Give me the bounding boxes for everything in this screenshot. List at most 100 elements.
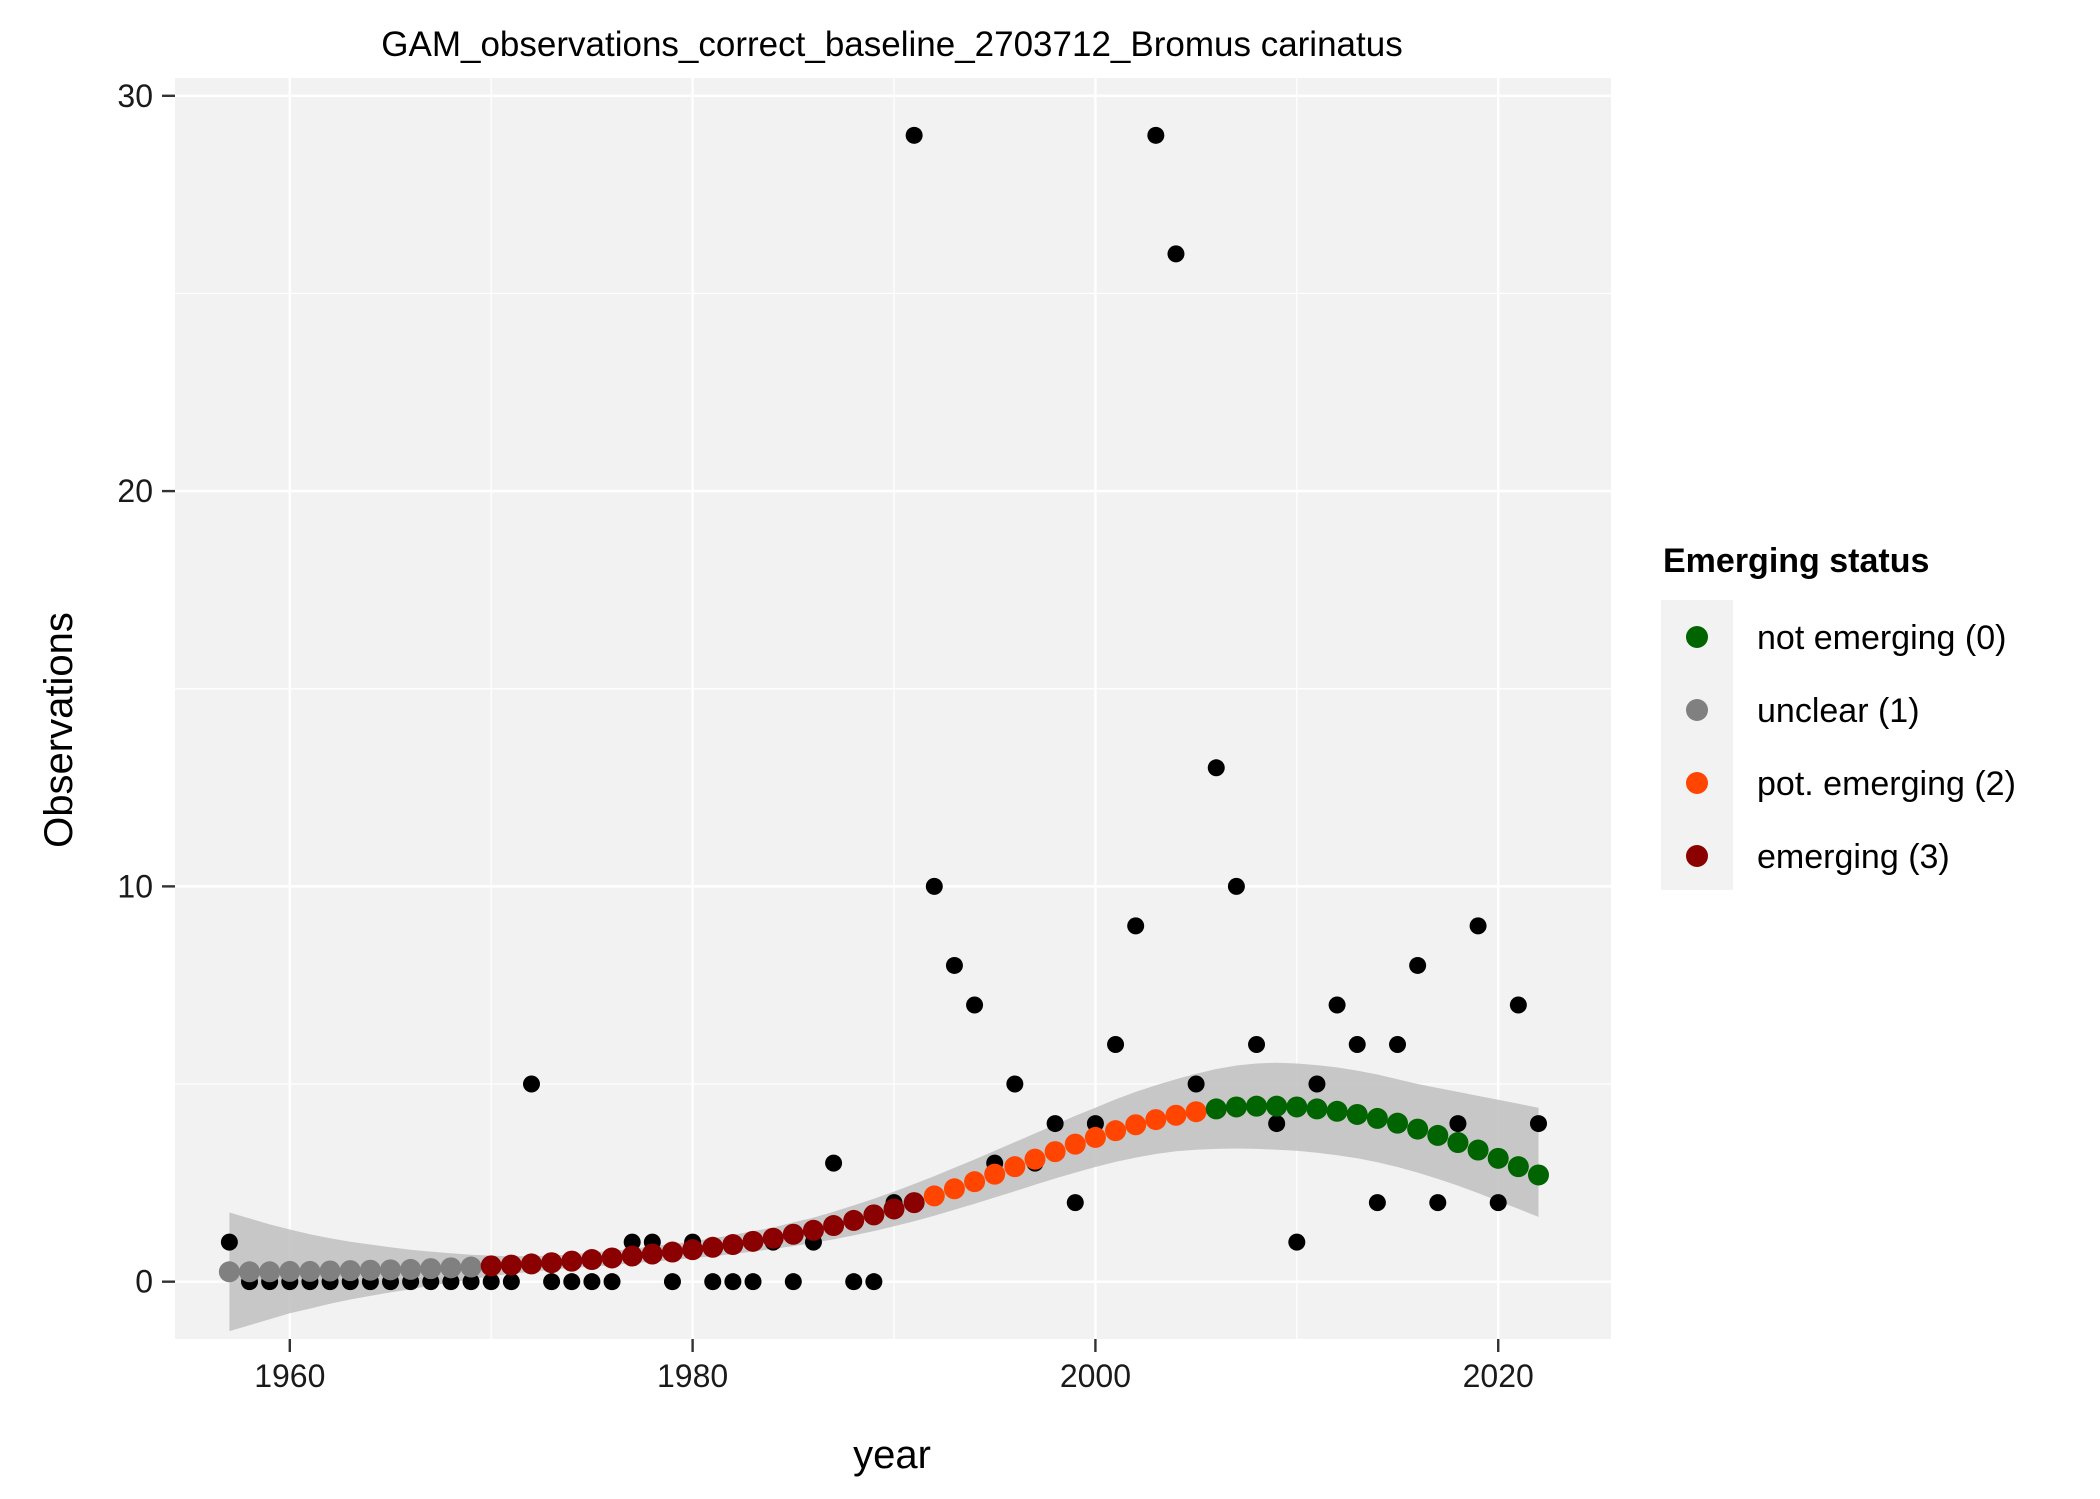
observed-point [502, 1273, 520, 1291]
fitted-point [239, 1261, 261, 1283]
legend-title: Emerging status [1663, 542, 1929, 580]
fitted-point [984, 1163, 1006, 1185]
observed-point [1248, 1036, 1266, 1054]
legend-label: emerging (3) [1757, 838, 1950, 876]
legend-label: unclear (1) [1757, 692, 1920, 730]
fitted-point [1346, 1103, 1368, 1125]
legend: Emerging status not emerging (0) unclear … [1661, 542, 2016, 890]
fitted-point [1527, 1164, 1549, 1186]
fitted-point [380, 1259, 402, 1281]
observed-point [663, 1273, 681, 1291]
observed-point [462, 1273, 480, 1291]
y-tick-label: 10 [117, 868, 153, 904]
fitted-point [359, 1259, 381, 1281]
observed-point [865, 1273, 883, 1291]
fitted-point [218, 1261, 240, 1283]
fitted-point [1306, 1098, 1328, 1120]
x-tick-label: 1980 [657, 1358, 728, 1394]
y-tick-label: 0 [135, 1264, 153, 1300]
legend-key [1686, 772, 1708, 794]
fitted-point [1507, 1156, 1529, 1178]
fitted-point [299, 1260, 321, 1282]
fitted-point [1407, 1118, 1429, 1140]
observed-point [522, 1075, 540, 1093]
observed-point [1046, 1115, 1064, 1133]
legend-key [1686, 845, 1708, 867]
observed-point [1489, 1194, 1507, 1212]
legend-label: pot. emerging (2) [1757, 765, 2016, 803]
observed-point [1006, 1075, 1024, 1093]
x-tick-label: 2020 [1463, 1358, 1534, 1394]
fitted-point [641, 1243, 663, 1265]
fitted-point [1286, 1096, 1308, 1118]
observed-point [1207, 759, 1225, 777]
observed-point [1469, 917, 1487, 935]
observed-point [1368, 1194, 1386, 1212]
fitted-point [782, 1223, 804, 1245]
observed-point [704, 1273, 722, 1291]
fitted-point [1145, 1109, 1167, 1131]
fitted-point [1326, 1100, 1348, 1122]
observed-point [1308, 1075, 1326, 1093]
fitted-point [661, 1241, 683, 1263]
observed-point [1268, 1115, 1286, 1133]
observed-point [724, 1273, 742, 1291]
fitted-point [259, 1261, 281, 1283]
fitted-point [1467, 1139, 1489, 1161]
fitted-point [601, 1247, 623, 1269]
observed-point [583, 1273, 601, 1291]
y-axis-title: Observations [37, 612, 81, 848]
fitted-point [279, 1260, 301, 1282]
fitted-point [480, 1255, 502, 1277]
fitted-point [1165, 1104, 1187, 1126]
fitted-point [319, 1260, 341, 1282]
observed-point [1409, 956, 1427, 974]
fitted-point [1225, 1096, 1247, 1118]
observed-point [925, 877, 943, 895]
fitted-point [520, 1253, 542, 1275]
legend-key-background [1661, 600, 1733, 890]
observed-point [1449, 1115, 1467, 1133]
fitted-point [964, 1171, 986, 1193]
observed-point [603, 1273, 621, 1291]
observed-point [543, 1273, 561, 1291]
x-tick-label: 1960 [254, 1358, 325, 1394]
fitted-point [1044, 1141, 1066, 1163]
fitted-point [1185, 1101, 1207, 1123]
observed-point [1107, 1036, 1125, 1054]
observed-point [1288, 1233, 1306, 1251]
x-axis-title: year [853, 1433, 931, 1477]
fitted-point [762, 1227, 784, 1249]
fitted-point [440, 1257, 462, 1279]
fitted-point [1125, 1114, 1147, 1136]
fitted-point [420, 1258, 442, 1280]
legend-key [1686, 626, 1708, 648]
observed-point [1529, 1115, 1547, 1133]
fitted-point [943, 1178, 965, 1200]
fitted-point [1004, 1156, 1026, 1178]
fitted-point [1246, 1095, 1268, 1117]
fitted-points [218, 1095, 1549, 1283]
observed-point [1066, 1194, 1084, 1212]
observed-point [945, 956, 963, 974]
fitted-point [1064, 1133, 1086, 1155]
fitted-point [1487, 1147, 1509, 1169]
fitted-point [1105, 1120, 1127, 1142]
observed-point [825, 1154, 843, 1172]
y-tick-label: 20 [117, 473, 153, 509]
fitted-point [802, 1219, 824, 1241]
chart-title: GAM_observations_correct_baseline_270371… [381, 25, 1402, 64]
observed-point [563, 1273, 581, 1291]
fitted-point [863, 1204, 885, 1226]
fitted-point [500, 1254, 522, 1276]
fitted-point [923, 1185, 945, 1207]
fitted-point [581, 1249, 603, 1271]
fitted-point [1427, 1124, 1449, 1146]
fitted-point [883, 1198, 905, 1220]
observed-point [1509, 996, 1527, 1014]
observed-point [1187, 1075, 1205, 1093]
fitted-point [1084, 1126, 1106, 1148]
y-tick-label: 30 [117, 78, 153, 114]
fitted-point [561, 1250, 583, 1272]
fitted-point [1266, 1095, 1288, 1117]
